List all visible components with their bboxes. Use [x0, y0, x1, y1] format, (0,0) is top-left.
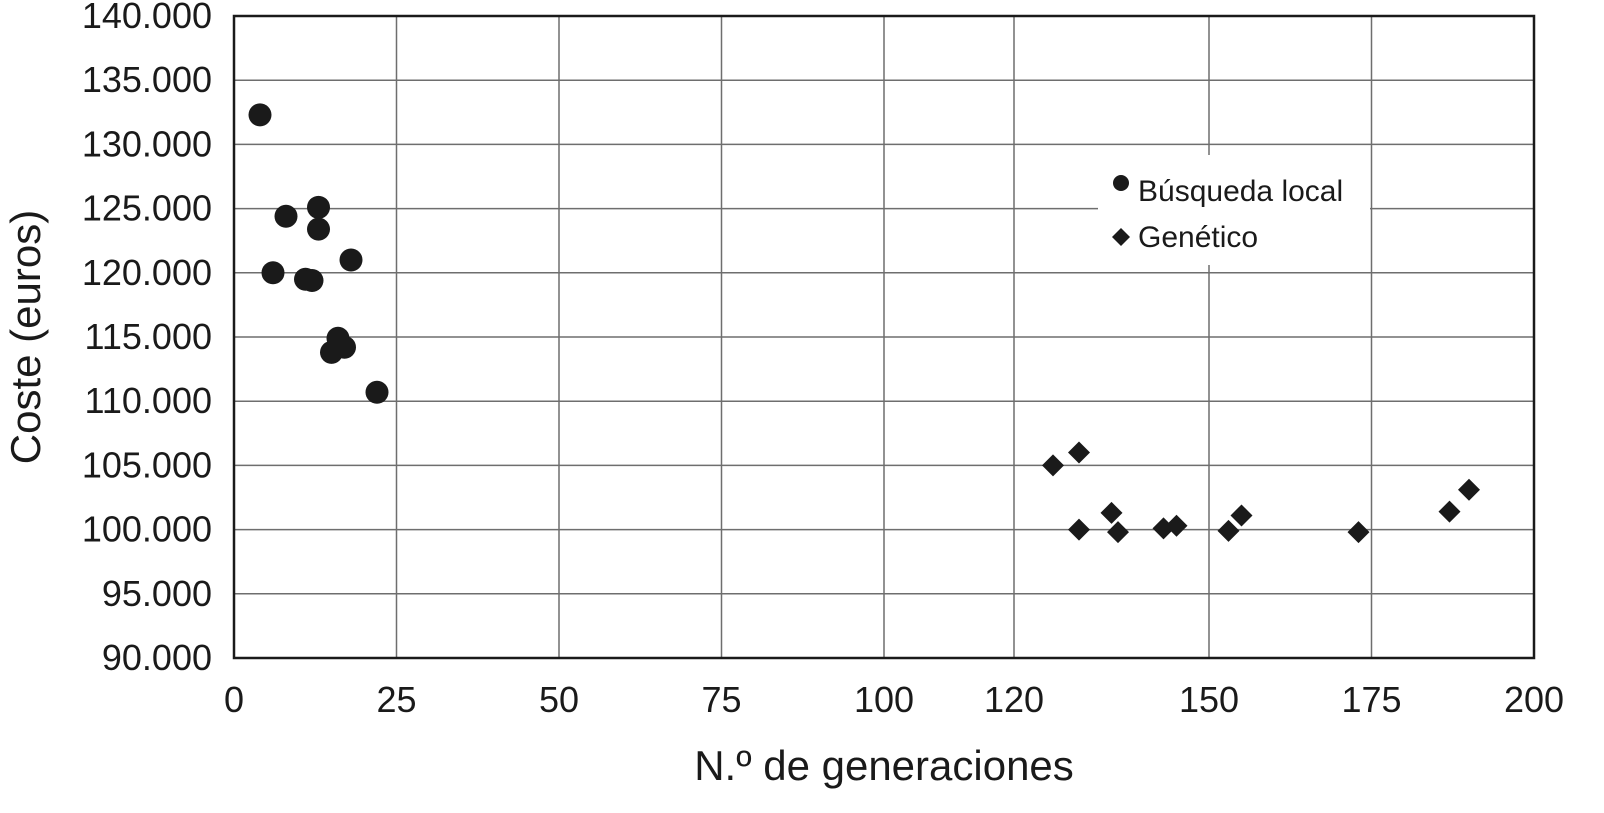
x-tick-label: 0 [224, 679, 244, 720]
x-tick-label: 120 [984, 679, 1044, 720]
y-tick-label: 95.000 [102, 573, 212, 614]
legend: Búsqueda local Genético [1098, 155, 1370, 265]
point-busqueda-local [261, 261, 285, 285]
point-busqueda-local [365, 380, 389, 404]
point-genetico [1217, 519, 1240, 542]
legend-marker-genetico [1112, 228, 1130, 246]
plot-frame [232, 14, 1536, 660]
point-genetico [1100, 501, 1123, 524]
legend-label-busqueda-local: Búsqueda local [1138, 175, 1343, 208]
point-genetico [1068, 441, 1090, 464]
x-axis-title: N.º de generaciones [694, 742, 1074, 789]
x-tick-label: 50 [539, 679, 579, 720]
y-tick-label: 135.000 [82, 59, 212, 100]
y-tick-label: 130.000 [82, 123, 212, 164]
point-busqueda-local [307, 217, 330, 241]
grid-lines [233, 15, 1535, 659]
legend-label-genetico: Genético [1138, 221, 1258, 254]
y-tick-label: 140.000 [82, 0, 212, 36]
x-tick-label: 175 [1341, 679, 1401, 720]
y-tick-label: 125.000 [82, 188, 212, 229]
data-points [248, 103, 1480, 544]
x-tick-label: 75 [701, 679, 741, 720]
point-genetico [1230, 504, 1253, 527]
x-tick-label: 200 [1504, 679, 1564, 720]
y-tick-label: 110.000 [85, 380, 212, 421]
plot-area-border [232, 14, 1536, 660]
point-genetico [1068, 518, 1090, 541]
point-busqueda-local [333, 335, 356, 359]
point-genetico [1458, 478, 1480, 501]
point-busqueda-local [300, 269, 324, 293]
point-busqueda-local [307, 195, 330, 219]
legend-marker-busqueda-local [1113, 175, 1129, 191]
point-genetico [1165, 514, 1188, 537]
x-tick-label: 150 [1179, 679, 1239, 720]
point-busqueda-local [339, 248, 363, 272]
point-busqueda-local [274, 204, 298, 228]
x-axis-ticks: 0 25 50 75 100 120 150 175 200 [224, 679, 1564, 720]
point-genetico [1042, 454, 1064, 477]
y-tick-label: 100.000 [82, 509, 212, 550]
y-tick-label: 90.000 [102, 637, 212, 678]
y-tick-label: 120.000 [82, 252, 212, 293]
legend-box [1098, 155, 1370, 265]
point-genetico [1347, 521, 1370, 544]
y-tick-label: 115.000 [85, 316, 212, 357]
y-axis-ticks: 90.000 95.000 100.000 105.000 110.000 115.000… [82, 0, 212, 678]
point-genetico [1438, 500, 1461, 523]
y-axis-title: Coste (euros) [2, 210, 49, 464]
x-tick-label: 25 [376, 679, 416, 720]
point-genetico [1107, 521, 1129, 544]
point-busqueda-local [248, 103, 272, 127]
x-tick-label: 100 [854, 679, 914, 720]
y-tick-label: 105.000 [82, 444, 212, 485]
